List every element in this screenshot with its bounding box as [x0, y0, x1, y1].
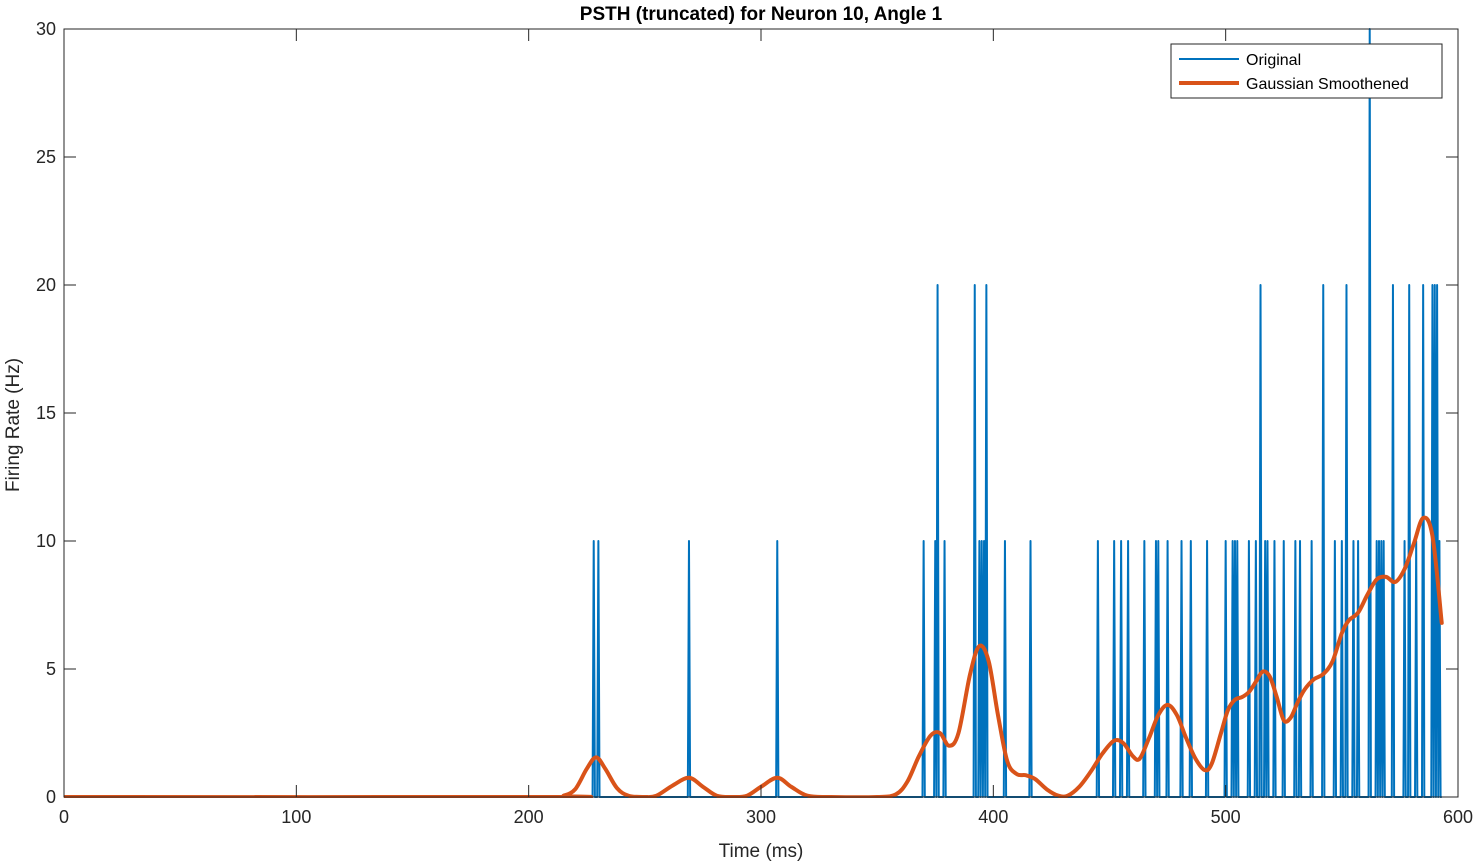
y-tick-label: 15 [36, 403, 56, 423]
y-tick-label: 0 [46, 787, 56, 807]
y-tick-label: 30 [36, 19, 56, 39]
y-tick-label: 25 [36, 147, 56, 167]
y-tick-label: 20 [36, 275, 56, 295]
x-tick-label: 100 [281, 807, 311, 827]
x-axis-label: Time (ms) [719, 841, 804, 862]
axes-layer: 0 100 200 300 400 500 600 0 5 10 15 20 25 30 [36, 19, 1473, 827]
y-tick-label: 5 [46, 659, 56, 679]
y-axis-label: Firing Rate (Hz) [3, 358, 24, 492]
legend-label: Gaussian Smoothened [1246, 76, 1409, 93]
x-tick-label: 0 [59, 807, 69, 827]
y-tick-label: 10 [36, 531, 56, 551]
legend: Original Gaussian Smoothened [1170, 43, 1443, 99]
x-tick-label: 600 [1443, 807, 1473, 827]
x-tick-label: 300 [746, 807, 776, 827]
x-tick-label: 400 [978, 807, 1008, 827]
series-line-gaussian-smoothened [64, 515, 1444, 798]
chart-title: PSTH (truncated) for Neuron 10, Angle 1 [580, 4, 943, 25]
x-tick-label: 200 [514, 807, 544, 827]
legend-label: Original [1246, 52, 1301, 69]
legend-box [1170, 43, 1443, 99]
x-tick-label: 500 [1211, 807, 1241, 827]
